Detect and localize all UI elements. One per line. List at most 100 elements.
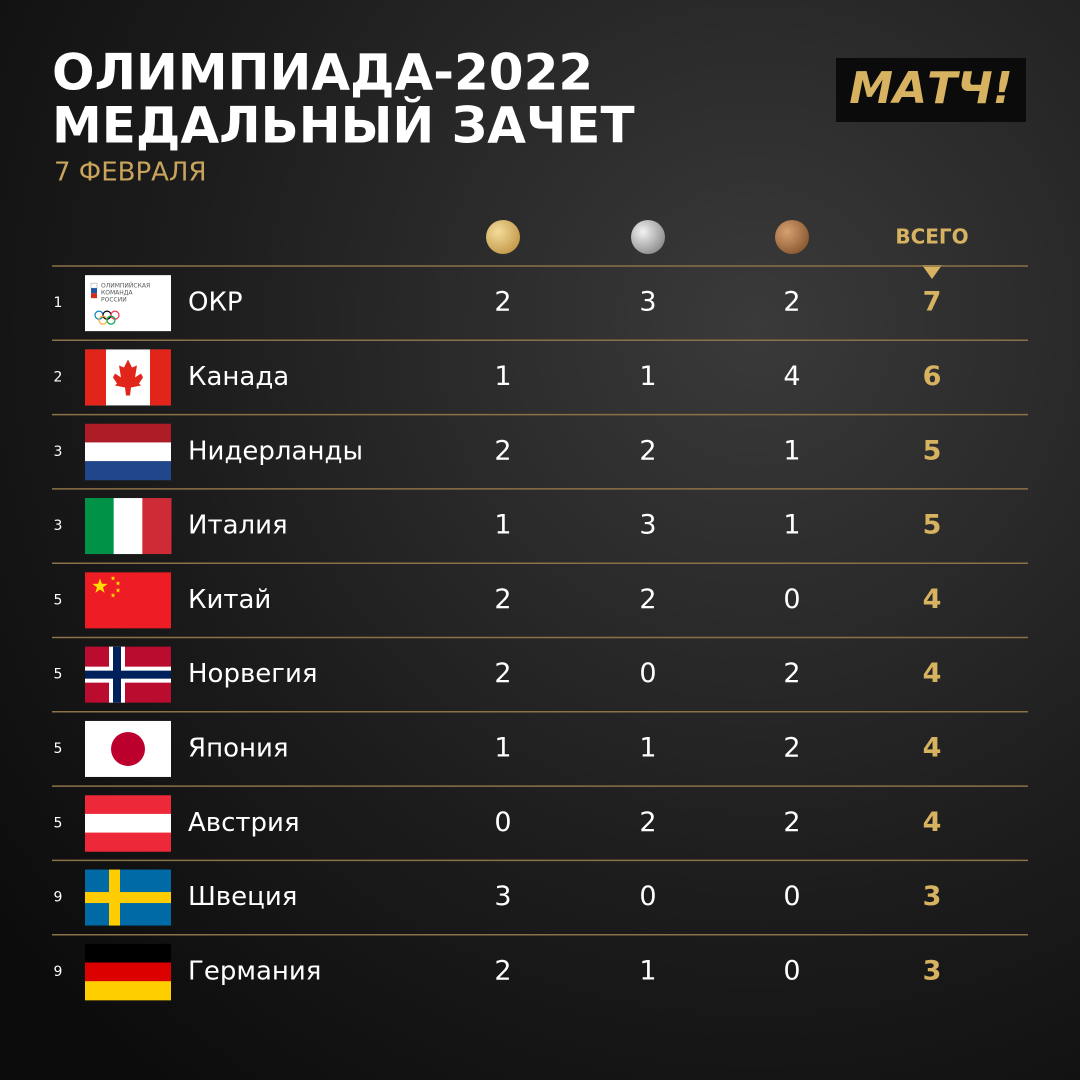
total-count: 4	[923, 658, 942, 689]
medal-count: 3	[639, 510, 656, 541]
flag-star	[115, 580, 121, 586]
total-count: 5	[923, 435, 942, 466]
medal-count: 1	[494, 732, 511, 763]
table-row: 5 Япония 1 1 2 4	[54, 720, 942, 777]
total-header: ВСЕГО	[895, 225, 968, 249]
flag-star	[110, 592, 116, 598]
country-name: Китай	[188, 585, 271, 615]
medal-count: 2	[494, 435, 511, 466]
flag-cross	[85, 670, 171, 679]
table-row: 3 Италия 1 3 1 5	[54, 498, 942, 555]
total-count: 7	[923, 287, 942, 318]
rank: 3	[54, 518, 63, 534]
table-row: 3 Нидерланды 2 2 1 5	[54, 423, 942, 481]
flag-stripe	[90, 282, 98, 289]
flag	[85, 795, 171, 852]
medal-count: 0	[494, 807, 511, 838]
medal-count: 1	[494, 510, 511, 541]
rank: 5	[54, 592, 63, 608]
total-count: 4	[923, 732, 942, 763]
flag	[85, 943, 171, 1001]
total-count: 5	[923, 510, 942, 541]
medal-count: 1	[783, 435, 800, 466]
medal-count: 3	[494, 881, 511, 912]
title: ОЛИМПИАДА-2022	[52, 44, 593, 102]
medal-count: 2	[639, 807, 656, 838]
flag-cross	[85, 892, 171, 904]
medal-count: 0	[783, 584, 800, 615]
flag	[85, 572, 171, 629]
medal-count: 2	[494, 584, 511, 615]
medal-count: 0	[783, 881, 800, 912]
medal-count: 2	[783, 287, 800, 318]
rank: 5	[54, 741, 63, 757]
flag-stripe	[142, 498, 172, 555]
medal-count: 1	[783, 510, 800, 541]
rank: 3	[54, 444, 63, 460]
flag-star	[115, 587, 121, 593]
table-row: 2 Канада 1 1 4 6	[54, 349, 942, 406]
rank: 5	[54, 815, 63, 831]
rank: 5	[54, 667, 63, 683]
medal-count: 1	[639, 361, 656, 392]
medal-count: 1	[639, 732, 656, 763]
country-name: Канада	[188, 362, 289, 392]
medal-count: 4	[783, 361, 800, 392]
flag-stripe	[85, 423, 171, 443]
medal-count: 2	[639, 584, 656, 615]
country-name: Швеция	[188, 882, 297, 912]
country-name: ОКР	[188, 288, 243, 318]
logo-box	[836, 58, 1026, 122]
total-count: 3	[923, 881, 942, 912]
flag-stripe	[91, 288, 97, 294]
table-row: 9 Швеция 3 0 0 3	[54, 869, 942, 926]
title: МЕДАЛЬНЫЙ ЗАЧЕТ	[52, 96, 635, 155]
flag-stripe	[85, 832, 171, 852]
table-row: 9 Германия 2 1 0 3	[54, 943, 942, 1001]
roc-logo-text: РОССИИ	[101, 297, 127, 304]
flag	[85, 720, 171, 777]
flag-stripe	[85, 981, 171, 1001]
table-row: 5 Австрия 0 2 2 4	[54, 795, 942, 852]
flag-stripe	[85, 795, 171, 815]
table-row: 5 Норвегия 2 0 2 4	[54, 646, 942, 703]
medal-count: 3	[639, 287, 656, 318]
flag-stripe	[113, 498, 143, 555]
country-name: Италия	[188, 511, 288, 541]
flag-bg	[85, 572, 171, 629]
rank: 2	[54, 369, 63, 385]
medal-count: 0	[639, 658, 656, 689]
date: 7 ФЕВРАЛЯ	[54, 158, 207, 188]
flag-star	[92, 578, 108, 593]
total-count: 3	[923, 955, 942, 986]
medal-count: 2	[783, 658, 800, 689]
maple-leaf	[113, 359, 143, 396]
flag-stripe	[85, 461, 171, 481]
flag	[85, 498, 172, 555]
total-count: 4	[923, 807, 942, 838]
roc-logo-text: ОЛИМПИЙСКАЯ	[101, 283, 150, 290]
total-count: 6	[923, 361, 942, 392]
medal-count: 2	[639, 435, 656, 466]
flag-stripe	[85, 349, 106, 406]
flag-stripe	[85, 962, 171, 982]
flag-stripe	[85, 498, 115, 555]
rank: 9	[54, 890, 63, 906]
rank: 9	[54, 964, 63, 980]
total-count: 4	[923, 584, 942, 615]
medal-count: 0	[639, 881, 656, 912]
silver-medal-icon	[631, 220, 665, 254]
table-row: 5 Китай 2 2 0 4	[54, 572, 942, 629]
medal-count: 2	[494, 955, 511, 986]
flag-stripe	[150, 349, 171, 406]
flag-stripe	[85, 442, 171, 462]
flag-stripe	[85, 943, 171, 964]
medal-count: 1	[639, 955, 656, 986]
medal-count: 2	[494, 658, 511, 689]
roc-logo-text: КОМАНДА	[101, 290, 133, 297]
flag	[85, 349, 171, 406]
